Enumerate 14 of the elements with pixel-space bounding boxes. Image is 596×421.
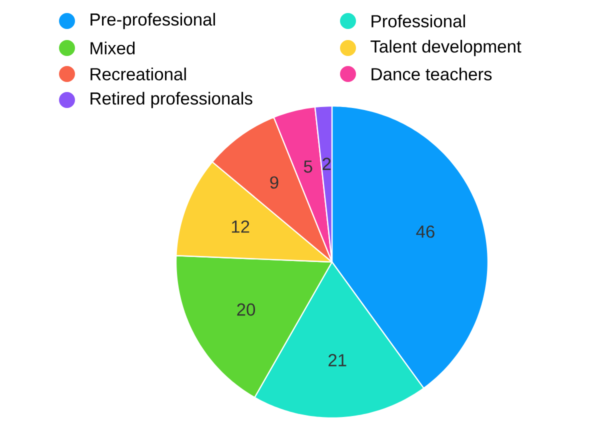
data-label: 20: [237, 303, 256, 316]
data-label: 9: [270, 176, 278, 189]
legend-label: Pre-professional: [90, 12, 215, 30]
data-label: 2: [322, 158, 331, 170]
legend-label: Retired professionals: [90, 92, 252, 108]
legend-label: Mixed: [90, 42, 135, 54]
data-label: 5: [304, 160, 312, 173]
legend-label: Professional: [372, 14, 465, 28]
data-label: 46: [416, 225, 434, 238]
legend-label: Talent development: [370, 40, 522, 56]
legend-label: Dance teachers: [372, 68, 492, 80]
data-label: 12: [232, 220, 250, 233]
legend-label: Recreational: [90, 68, 186, 80]
data-label: 21: [328, 354, 346, 366]
